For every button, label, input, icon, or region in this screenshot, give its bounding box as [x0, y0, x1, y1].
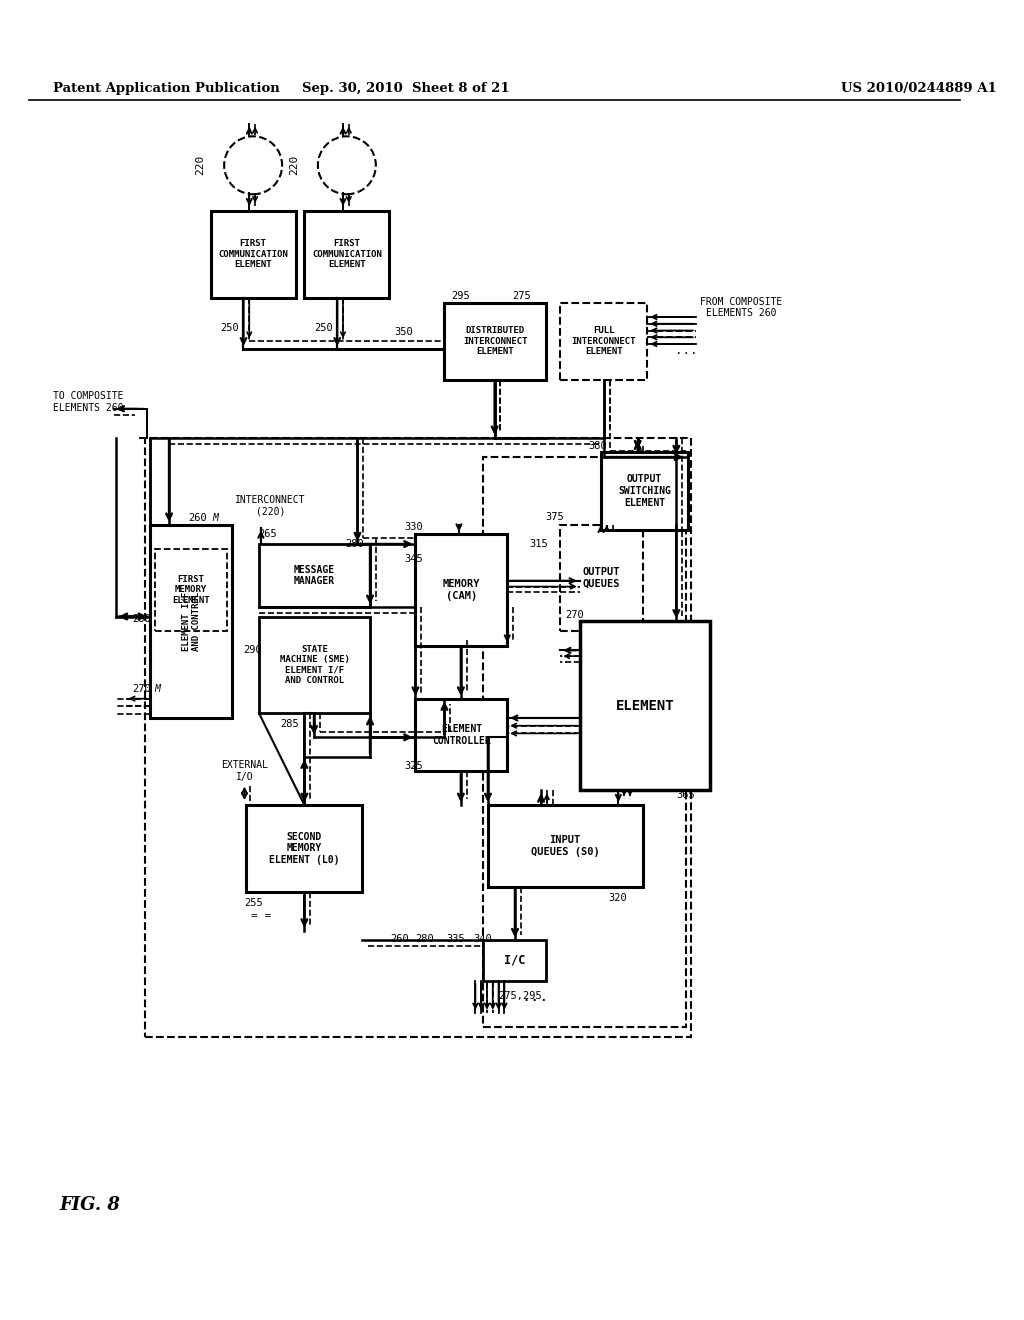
- Bar: [247, 805, 362, 892]
- Text: 325: 325: [403, 762, 423, 771]
- Text: ...: ...: [522, 989, 549, 1003]
- Bar: [483, 940, 546, 981]
- Text: 220: 220: [195, 156, 205, 176]
- Text: ELEMENT
CONTROLLER: ELEMENT CONTROLLER: [432, 725, 490, 746]
- Text: EXTERNAL
I/O: EXTERNAL I/O: [221, 760, 268, 781]
- Text: US 2010/0244889 A1: US 2010/0244889 A1: [841, 82, 996, 95]
- Bar: [560, 302, 647, 380]
- Bar: [444, 302, 546, 380]
- Text: 280: 280: [132, 614, 152, 624]
- Text: 285: 285: [281, 719, 299, 729]
- Bar: [259, 544, 370, 607]
- Bar: [416, 535, 507, 645]
- Bar: [211, 211, 296, 298]
- Text: OUTPUT
QUEUES: OUTPUT QUEUES: [583, 568, 621, 589]
- Text: FIRST
MEMORY
ELEMENT: FIRST MEMORY ELEMENT: [172, 576, 210, 605]
- Text: 265: 265: [258, 529, 276, 540]
- Text: TO COMPOSITE
ELEMENTS 260: TO COMPOSITE ELEMENTS 260: [53, 391, 124, 413]
- Text: 250: 250: [220, 322, 239, 333]
- Text: 260: 260: [390, 935, 410, 944]
- Text: 295: 295: [452, 290, 470, 301]
- Bar: [155, 549, 227, 631]
- Bar: [259, 616, 370, 713]
- Text: OUTPUT
SWITCHING
ELEMENT: OUTPUT SWITCHING ELEMENT: [618, 474, 671, 507]
- Text: ...: ...: [675, 345, 697, 358]
- Text: 380: 380: [589, 441, 607, 450]
- Text: 280: 280: [345, 539, 364, 549]
- Text: 345: 345: [403, 553, 423, 564]
- Text: 375: 375: [545, 512, 563, 521]
- Text: FROM COMPOSITE
ELEMENTS 260: FROM COMPOSITE ELEMENTS 260: [700, 297, 782, 318]
- Text: FULL
INTERCONNECT
ELEMENT: FULL INTERCONNECT ELEMENT: [571, 326, 636, 356]
- Bar: [304, 211, 389, 298]
- Text: 340: 340: [473, 935, 493, 944]
- Text: FIG. 8: FIG. 8: [60, 1196, 121, 1214]
- Text: STATE
MACHINE (SME)
ELEMENT I/F
AND CONTROL: STATE MACHINE (SME) ELEMENT I/F AND CONT…: [280, 644, 349, 685]
- Text: 275: 275: [512, 290, 530, 301]
- Bar: [580, 622, 711, 791]
- Bar: [416, 698, 507, 771]
- Text: 335: 335: [446, 935, 465, 944]
- Text: 290: 290: [244, 645, 262, 655]
- Text: 270: 270: [565, 610, 584, 619]
- Text: DISTRIBUTED
INTERCONNECT
ELEMENT: DISTRIBUTED INTERCONNECT ELEMENT: [463, 326, 527, 356]
- Text: M: M: [213, 513, 218, 523]
- Bar: [150, 525, 231, 718]
- Text: 220: 220: [289, 156, 299, 176]
- Text: ELEMENT I/F
AND CONTROL: ELEMENT I/F AND CONTROL: [181, 591, 201, 651]
- Text: MESSAGE
MANAGER: MESSAGE MANAGER: [294, 565, 335, 586]
- Text: FIRST
COMMUNICATION
ELEMENT: FIRST COMMUNICATION ELEMENT: [312, 239, 382, 269]
- Text: 250: 250: [314, 322, 333, 333]
- Text: 350: 350: [394, 327, 413, 338]
- Text: FIRST
COMMUNICATION
ELEMENT: FIRST COMMUNICATION ELEMENT: [218, 239, 288, 269]
- Text: Sep. 30, 2010  Sheet 8 of 21: Sep. 30, 2010 Sheet 8 of 21: [302, 82, 510, 95]
- Bar: [560, 525, 642, 631]
- Text: I/C: I/C: [504, 954, 525, 968]
- Text: ELEMENT: ELEMENT: [615, 698, 674, 713]
- Text: 280: 280: [416, 935, 434, 944]
- Text: M: M: [155, 684, 161, 694]
- Text: SECOND
MEMORY
ELEMENT (L0): SECOND MEMORY ELEMENT (L0): [269, 832, 340, 865]
- Bar: [601, 453, 688, 529]
- Text: 275,295: 275,295: [498, 991, 542, 1002]
- Text: 270: 270: [132, 684, 152, 694]
- Text: = =: = =: [251, 911, 271, 921]
- Text: INPUT
QUEUES (S0): INPUT QUEUES (S0): [530, 836, 600, 857]
- Text: Patent Application Publication: Patent Application Publication: [53, 82, 280, 95]
- Text: 315: 315: [529, 539, 548, 549]
- Text: 255: 255: [245, 899, 263, 908]
- Text: 320: 320: [608, 892, 628, 903]
- Bar: [483, 457, 686, 1027]
- Text: MEMORY
(CAM): MEMORY (CAM): [442, 579, 480, 601]
- Text: 330: 330: [403, 521, 423, 532]
- Bar: [145, 438, 691, 1036]
- Text: 365: 365: [676, 791, 695, 800]
- Text: INTERCONNECT
(220): INTERCONNECT (220): [236, 495, 306, 516]
- Text: 260: 260: [188, 513, 207, 523]
- Bar: [487, 805, 642, 887]
